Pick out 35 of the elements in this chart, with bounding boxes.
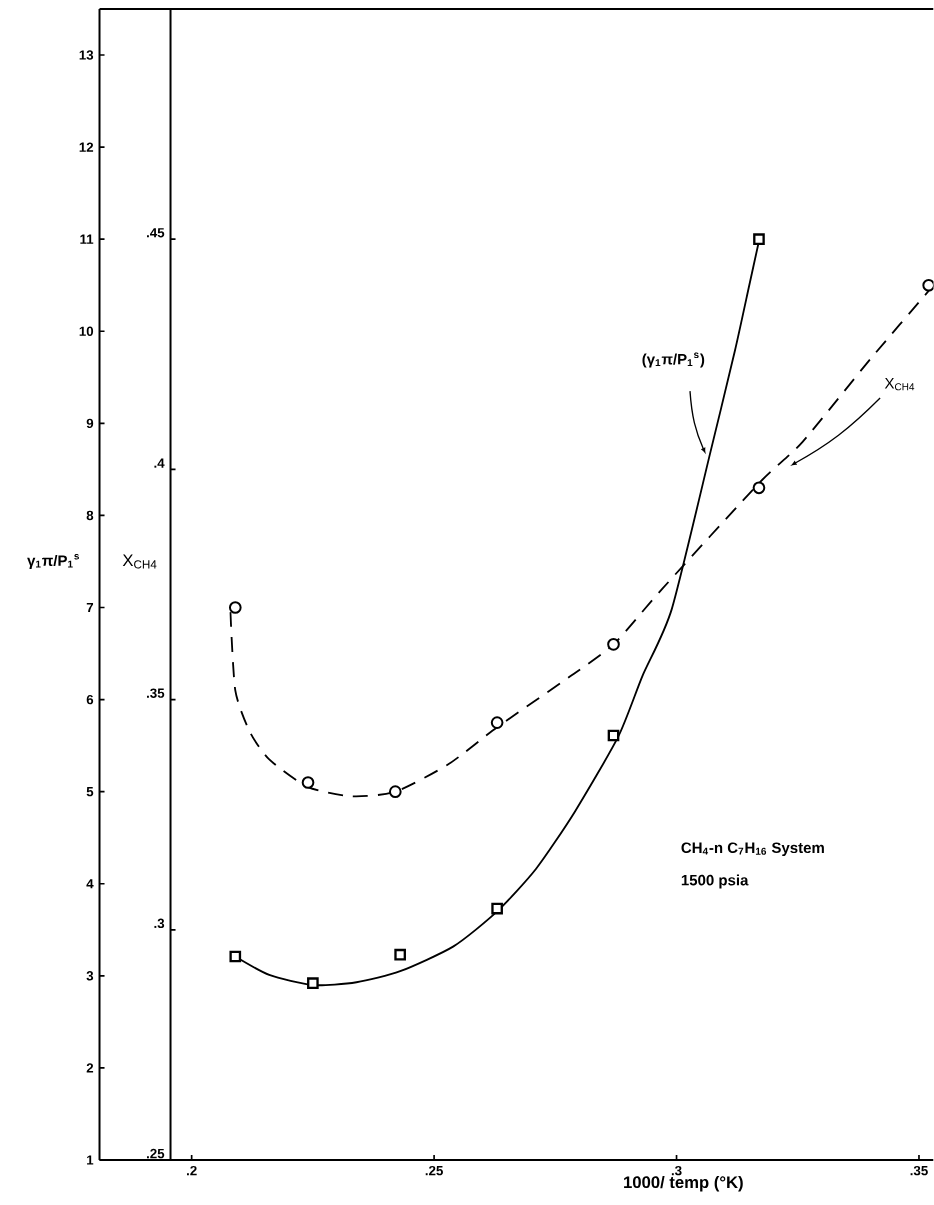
y-tick-label: 5 — [86, 787, 94, 797]
x-axis-title: 1000/ temp (°K) — [624, 1175, 744, 1192]
point — [491, 902, 504, 915]
y-tick-label: 11 — [80, 234, 94, 244]
y-axis-title: γ$_{1}$π/P$_{1}$s — [27, 554, 80, 569]
y2-tick-label: .25 — [147, 1148, 165, 1159]
y-tick-label: 12 — [79, 142, 94, 152]
y-tick-label: 13 — [79, 50, 94, 60]
y-tick-label: 1 — [87, 1155, 94, 1165]
point — [229, 950, 242, 963]
y2-axis-title: X$_{CH4}$ — [122, 554, 157, 569]
point — [607, 729, 620, 742]
annotation: CH$_{4}$-n C$_{7}$H$_{16}$ System — [681, 842, 825, 857]
x-tick-label: .35 — [910, 1165, 929, 1176]
x-tick-label: .2 — [187, 1165, 197, 1176]
x-tick-label: .25 — [425, 1165, 444, 1176]
point — [307, 977, 319, 990]
y2-tick-label: .45 — [147, 228, 165, 238]
y-tick-label: 7 — [87, 602, 94, 613]
point — [394, 948, 407, 961]
y2-tick-label: .4 — [154, 458, 165, 468]
x-tick-label: .3 — [672, 1165, 682, 1176]
series-label: (γ$_{1}$π/P$_{1}$$^{s}$) — [642, 352, 705, 368]
y-tick-label: 10 — [79, 326, 94, 336]
annotation: 1500 psia — [682, 874, 749, 889]
y2-tick-label: .35 — [147, 688, 165, 698]
point — [753, 233, 766, 246]
y-tick-label: 4 — [86, 879, 94, 889]
y-tick-label: 2 — [86, 1063, 94, 1073]
y-tick-label: 8 — [86, 510, 94, 521]
y-tick-label: 9 — [86, 418, 94, 429]
series-label: X$_{CH4}$ — [885, 378, 915, 391]
y-tick-label: 6 — [86, 694, 94, 705]
y2-tick-label: .3 — [154, 918, 165, 929]
y-tick-label: 3 — [86, 971, 94, 981]
